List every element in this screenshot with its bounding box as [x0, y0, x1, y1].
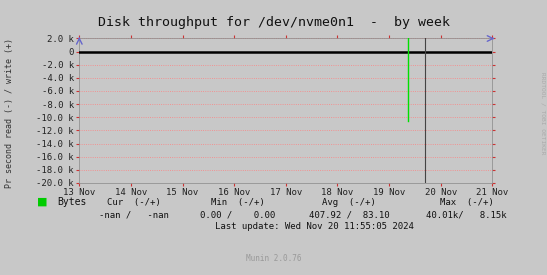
Text: Max  (-/+): Max (-/+)	[440, 198, 493, 207]
Text: -nan /   -nan: -nan / -nan	[99, 211, 169, 219]
Text: 40.01k/   8.15k: 40.01k/ 8.15k	[426, 211, 507, 219]
Text: Last update: Wed Nov 20 11:55:05 2024: Last update: Wed Nov 20 11:55:05 2024	[215, 222, 414, 231]
Text: Avg  (-/+): Avg (-/+)	[322, 198, 376, 207]
Text: Pr second read (-) / write (+): Pr second read (-) / write (+)	[5, 38, 14, 188]
Text: 407.92 /  83.10: 407.92 / 83.10	[309, 211, 389, 219]
Text: RRDTOOL / TOBI OETIKER: RRDTOOL / TOBI OETIKER	[540, 72, 546, 154]
Text: Bytes: Bytes	[57, 197, 87, 207]
Text: ■: ■	[37, 197, 48, 207]
Text: Disk throughput for /dev/nvme0n1  -  by week: Disk throughput for /dev/nvme0n1 - by we…	[97, 16, 450, 29]
Text: Munin 2.0.76: Munin 2.0.76	[246, 254, 301, 263]
Text: 0.00 /    0.00: 0.00 / 0.00	[200, 211, 276, 219]
Text: Min  (-/+): Min (-/+)	[211, 198, 265, 207]
Text: Cur  (-/+): Cur (-/+)	[107, 198, 161, 207]
